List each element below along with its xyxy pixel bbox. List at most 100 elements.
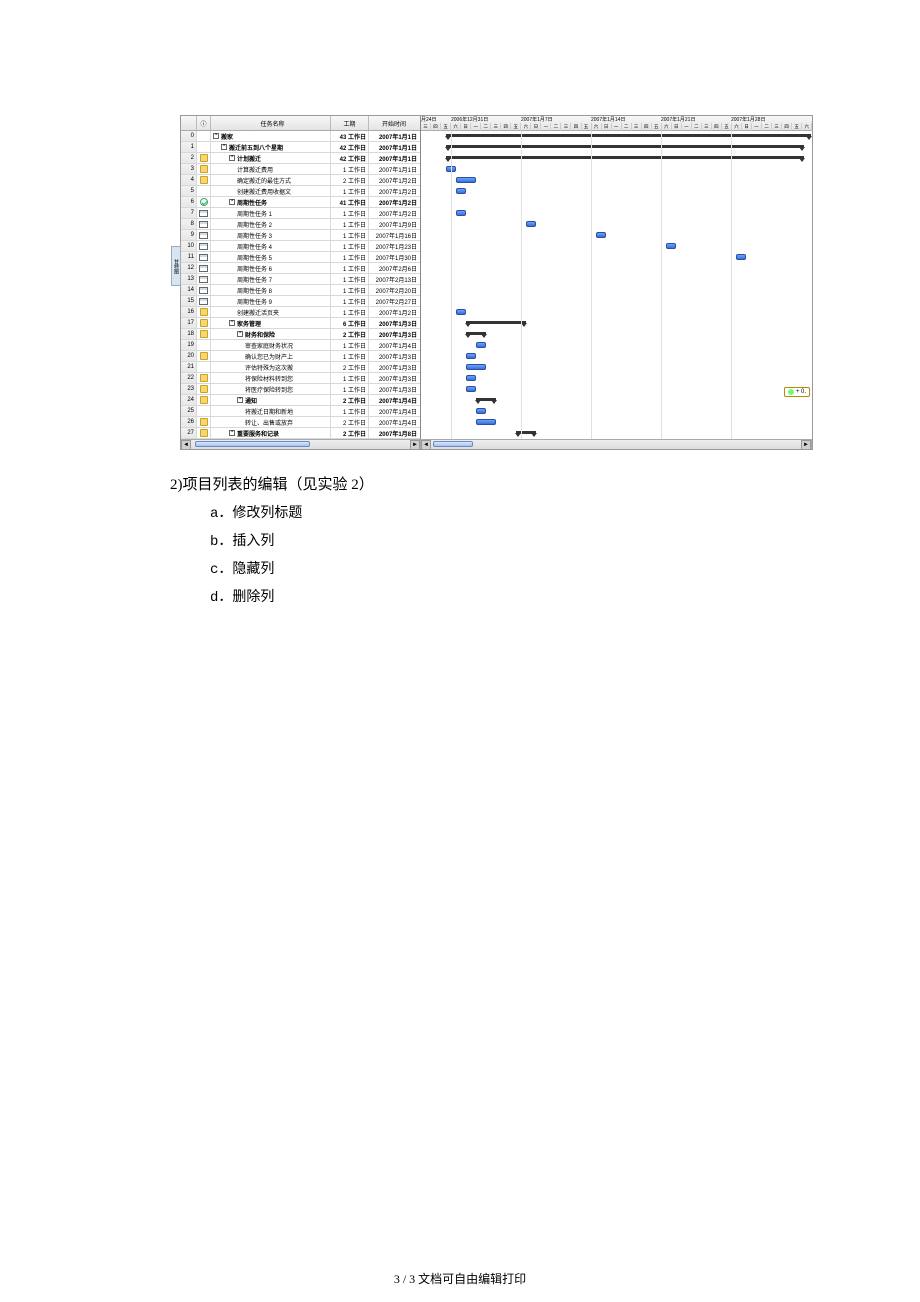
cell-start-date[interactable]: 2007年1月4日 <box>369 395 419 405</box>
grid-scroll-thumb[interactable] <box>195 441 310 447</box>
cell-task-name[interactable]: 创建搬迁活页夹 <box>211 307 331 317</box>
cell-duration[interactable]: 1 工作日 <box>331 384 369 394</box>
cell-duration[interactable]: 1 工作日 <box>331 230 369 240</box>
task-row[interactable]: 25将搬迁日期和新地1 工作日2007年1月4日 <box>181 406 420 417</box>
cell-duration[interactable]: 2 工作日 <box>331 362 369 372</box>
outline-toggle[interactable] <box>237 397 243 403</box>
cell-task-name[interactable]: 确认您已为财产上 <box>211 351 331 361</box>
gantt-task-bar[interactable] <box>456 210 466 216</box>
cell-start-date[interactable]: 2007年2月6日 <box>369 263 419 273</box>
cell-task-name[interactable]: 周期性任务 8 <box>211 285 331 295</box>
cell-task-name[interactable]: 财务和保险 <box>211 329 331 339</box>
cell-task-name[interactable]: 将搬迁日期和新地 <box>211 406 331 416</box>
col-header-id[interactable] <box>181 116 197 130</box>
cell-duration[interactable]: 41 工作日 <box>331 197 369 207</box>
cell-duration[interactable]: 1 工作日 <box>331 373 369 383</box>
task-row[interactable]: 4确定搬迁的最佳方式2 工作日2007年1月2日 <box>181 175 420 186</box>
cell-start-date[interactable]: 2007年1月2日 <box>369 307 419 317</box>
cell-task-name[interactable]: 计划搬迁 <box>211 153 331 163</box>
cell-start-date[interactable]: 2007年1月30日 <box>369 252 419 262</box>
cell-duration[interactable]: 1 工作日 <box>331 252 369 262</box>
gantt-task-bar[interactable] <box>666 243 676 249</box>
gantt-task-bar[interactable] <box>476 342 486 348</box>
gantt-scroll-right-arrow[interactable]: ► <box>801 440 811 450</box>
gantt-task-bar[interactable] <box>456 309 466 315</box>
task-row[interactable]: 12周期性任务 61 工作日2007年2月6日 <box>181 263 420 274</box>
cell-task-name[interactable]: 审查家庭财务状况 <box>211 340 331 350</box>
cell-duration[interactable]: 42 工作日 <box>331 142 369 152</box>
cell-start-date[interactable]: 2007年1月3日 <box>369 373 419 383</box>
cell-start-date[interactable]: 2007年1月1日 <box>369 153 419 163</box>
cell-task-name[interactable]: 周期性任务 3 <box>211 230 331 240</box>
cell-task-name[interactable]: 确定搬迁的最佳方式 <box>211 175 331 185</box>
cell-start-date[interactable]: 2007年1月2日 <box>369 208 419 218</box>
cell-start-date[interactable]: 2007年2月13日 <box>369 274 419 284</box>
task-row[interactable]: 7周期性任务 11 工作日2007年1月2日 <box>181 208 420 219</box>
gantt-task-bar[interactable] <box>466 386 476 392</box>
cell-duration[interactable]: 2 工作日 <box>331 417 369 427</box>
cell-task-name[interactable]: 搬家 <box>211 131 331 141</box>
gantt-scroll-thumb[interactable] <box>433 441 473 447</box>
gantt-task-bar[interactable] <box>476 408 486 414</box>
outline-toggle[interactable] <box>229 430 235 436</box>
cell-start-date[interactable]: 2007年1月9日 <box>369 219 419 229</box>
gantt-summary-bar[interactable] <box>516 431 536 434</box>
cell-duration[interactable]: 2 工作日 <box>331 175 369 185</box>
cell-start-date[interactable]: 2007年1月2日 <box>369 175 419 185</box>
cell-start-date[interactable]: 2007年1月3日 <box>369 351 419 361</box>
task-row[interactable]: 2计划搬迁42 工作日2007年1月1日 <box>181 153 420 164</box>
cell-start-date[interactable]: 2007年2月20日 <box>369 285 419 295</box>
cell-task-name[interactable]: 周期性任务 1 <box>211 208 331 218</box>
cell-start-date[interactable]: 2007年1月3日 <box>369 362 419 372</box>
cell-task-name[interactable]: 周期性任务 9 <box>211 296 331 306</box>
task-row[interactable]: 8周期性任务 21 工作日2007年1月9日 <box>181 219 420 230</box>
cell-start-date[interactable]: 2007年1月16日 <box>369 230 419 240</box>
gantt-task-bar[interactable] <box>466 375 476 381</box>
task-row[interactable]: 15周期性任务 91 工作日2007年2月27日 <box>181 296 420 307</box>
cell-duration[interactable]: 2 工作日 <box>331 329 369 339</box>
cell-task-name[interactable]: 创建搬迁费用收据文 <box>211 186 331 196</box>
task-row[interactable]: 22将保险材料转到您1 工作日2007年1月3日 <box>181 373 420 384</box>
cell-duration[interactable]: 1 工作日 <box>331 186 369 196</box>
cell-task-name[interactable]: 周期性任务 6 <box>211 263 331 273</box>
smart-tag-button[interactable]: + 0. <box>784 387 810 397</box>
cell-task-name[interactable]: 搬迁前五到八个星期 <box>211 142 331 152</box>
cell-task-name[interactable]: 计算搬迁费用 <box>211 164 331 174</box>
scroll-left-arrow[interactable]: ◄ <box>181 440 191 450</box>
gantt-task-bar[interactable] <box>456 177 476 183</box>
task-row[interactable]: 13周期性任务 71 工作日2007年2月13日 <box>181 274 420 285</box>
gantt-scroll-left-arrow[interactable]: ◄ <box>421 440 431 450</box>
task-row[interactable]: 26转让、出售或放弃2 工作日2007年1月4日 <box>181 417 420 428</box>
gantt-task-bar[interactable] <box>456 188 466 194</box>
cell-duration[interactable]: 1 工作日 <box>331 307 369 317</box>
col-header-duration[interactable]: 工期 <box>331 116 369 130</box>
gantt-task-bar[interactable] <box>466 353 476 359</box>
task-row[interactable]: 19审查家庭财务状况1 工作日2007年1月4日 <box>181 340 420 351</box>
cell-start-date[interactable]: 2007年1月4日 <box>369 406 419 416</box>
cell-duration[interactable]: 1 工作日 <box>331 164 369 174</box>
outline-toggle[interactable] <box>221 144 227 150</box>
cell-start-date[interactable]: 2007年1月1日 <box>369 142 419 152</box>
gantt-summary-bar[interactable] <box>466 321 526 324</box>
outline-toggle[interactable] <box>237 331 243 337</box>
gantt-task-bar[interactable] <box>736 254 746 260</box>
cell-task-name[interactable]: 周期性任务 7 <box>211 274 331 284</box>
cell-duration[interactable]: 1 工作日 <box>331 351 369 361</box>
cell-task-name[interactable]: 周期性任务 <box>211 197 331 207</box>
task-row[interactable]: 20确认您已为财产上1 工作日2007年1月3日 <box>181 351 420 362</box>
task-row[interactable]: 10周期性任务 41 工作日2007年1月23日 <box>181 241 420 252</box>
gantt-task-bar[interactable] <box>466 364 486 370</box>
task-row[interactable]: 14周期性任务 81 工作日2007年2月20日 <box>181 285 420 296</box>
cell-task-name[interactable]: 通知 <box>211 395 331 405</box>
cell-start-date[interactable]: 2007年1月1日 <box>369 164 419 174</box>
col-header-name[interactable]: 任务名称 <box>211 116 331 130</box>
cell-start-date[interactable]: 2007年1月3日 <box>369 318 419 328</box>
task-row[interactable]: 27重要服务和记录2 工作日2007年1月8日 <box>181 428 420 439</box>
gantt-summary-bar[interactable] <box>476 398 496 401</box>
cell-duration[interactable]: 1 工作日 <box>331 296 369 306</box>
gantt-task-bar[interactable] <box>476 419 496 425</box>
cell-duration[interactable]: 1 工作日 <box>331 285 369 295</box>
cell-duration[interactable]: 1 工作日 <box>331 208 369 218</box>
task-row[interactable]: 21评估特殊为这次搬2 工作日2007年1月3日 <box>181 362 420 373</box>
outline-toggle[interactable] <box>229 199 235 205</box>
